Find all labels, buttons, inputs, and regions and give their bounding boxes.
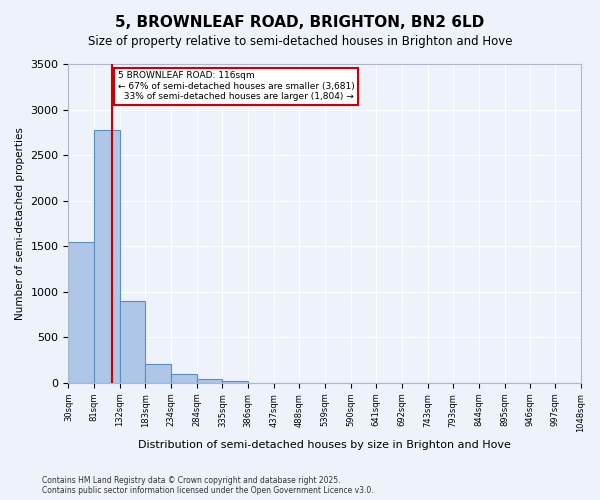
Text: Size of property relative to semi-detached houses in Brighton and Hove: Size of property relative to semi-detach… [88, 35, 512, 48]
Bar [68, 242, 94, 383]
Y-axis label: Number of semi-detached properties: Number of semi-detached properties [15, 127, 25, 320]
Bar [171, 374, 197, 383]
Text: 5 BROWNLEAF ROAD: 116sqm
← 67% of semi-detached houses are smaller (3,681)
  33%: 5 BROWNLEAF ROAD: 116sqm ← 67% of semi-d… [118, 72, 355, 101]
X-axis label: Distribution of semi-detached houses by size in Brighton and Hove: Distribution of semi-detached houses by … [138, 440, 511, 450]
Text: 5, BROWNLEAF ROAD, BRIGHTON, BN2 6LD: 5, BROWNLEAF ROAD, BRIGHTON, BN2 6LD [115, 15, 485, 30]
Bar [94, 130, 120, 383]
Bar [197, 380, 223, 383]
Bar [223, 382, 248, 383]
Bar [145, 364, 171, 383]
Bar [120, 301, 145, 383]
Text: Contains HM Land Registry data © Crown copyright and database right 2025.
Contai: Contains HM Land Registry data © Crown c… [42, 476, 374, 495]
